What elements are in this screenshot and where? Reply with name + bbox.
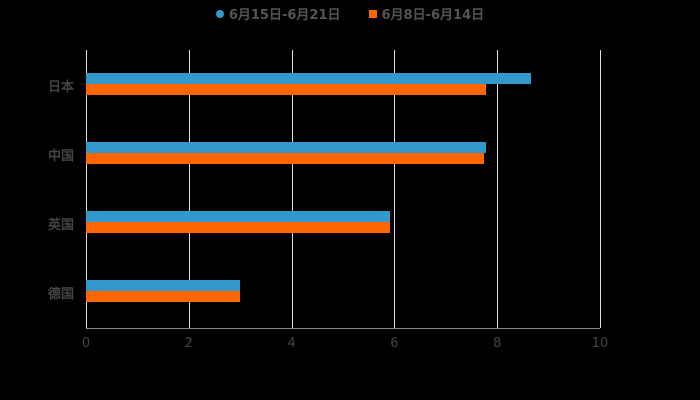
bar[interactable] bbox=[86, 142, 486, 153]
bar[interactable] bbox=[86, 222, 390, 233]
gridline bbox=[291, 50, 293, 328]
bar[interactable] bbox=[86, 280, 241, 291]
x-tick-label: 2 bbox=[184, 336, 193, 351]
gridline bbox=[497, 50, 499, 328]
bar[interactable] bbox=[86, 84, 486, 95]
legend-label: 6月8日-6月14日 bbox=[381, 8, 485, 23]
gridline bbox=[86, 50, 87, 328]
y-category-label: 日本 bbox=[48, 80, 75, 95]
gridline bbox=[600, 50, 601, 328]
x-tick-label: 0 bbox=[81, 336, 91, 351]
gridline bbox=[188, 50, 190, 328]
x-tick-label: 4 bbox=[287, 336, 296, 351]
bar[interactable] bbox=[86, 153, 484, 164]
legend-marker-icon bbox=[215, 9, 224, 18]
y-category-label: 德国 bbox=[48, 287, 75, 302]
gridline bbox=[394, 50, 396, 328]
bar[interactable] bbox=[86, 291, 241, 302]
x-tick-label: 8 bbox=[493, 336, 502, 351]
legend: 6月15日-6月21日 6月8日-6月14日 bbox=[0, 4, 700, 23]
bar[interactable] bbox=[86, 211, 390, 222]
x-tick-label: 10 bbox=[591, 336, 609, 351]
y-category-label: 英国 bbox=[48, 218, 75, 233]
x-tick-label: 6 bbox=[390, 336, 399, 351]
x-axis bbox=[86, 328, 600, 329]
legend-item-0[interactable]: 6月15日-6月21日 bbox=[215, 4, 341, 23]
legend-marker-icon bbox=[368, 9, 377, 18]
legend-item-1[interactable]: 6月8日-6月14日 bbox=[368, 4, 485, 23]
legend-label: 6月15日-6月21日 bbox=[228, 8, 341, 23]
y-category-label: 中国 bbox=[48, 149, 75, 164]
bar[interactable] bbox=[86, 73, 532, 84]
